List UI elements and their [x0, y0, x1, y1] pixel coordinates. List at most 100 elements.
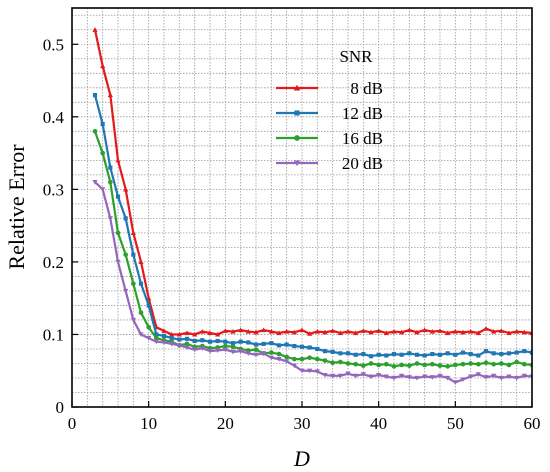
data-point — [184, 341, 190, 347]
data-point — [360, 328, 366, 333]
data-point — [422, 353, 427, 358]
data-point — [291, 329, 297, 335]
data-point — [307, 368, 313, 374]
grid — [72, 8, 532, 407]
data-point — [192, 331, 198, 337]
data-point — [521, 373, 527, 379]
data-point — [207, 349, 213, 354]
axis-ticks: 0 10 20 30 40 50 60 0 0.1 0.2 0.3 0.4 0.5 — [43, 35, 541, 433]
data-point — [253, 352, 259, 358]
data-point — [506, 351, 512, 356]
data-point — [422, 374, 428, 380]
data-point — [330, 360, 336, 366]
data-point — [353, 352, 358, 357]
data-point — [100, 187, 106, 192]
data-point — [314, 369, 320, 375]
x-tick-label: 50 — [447, 414, 464, 433]
data-point — [284, 354, 290, 360]
data-point — [322, 373, 328, 378]
data-point — [138, 259, 144, 264]
data-point — [299, 344, 305, 349]
data-point — [107, 179, 113, 185]
data-point — [161, 340, 167, 346]
y-tick-label: 0 — [56, 398, 65, 417]
data-point — [200, 338, 205, 343]
x-tick-label: 30 — [294, 414, 311, 433]
data-point — [261, 341, 266, 346]
data-point — [337, 330, 343, 336]
data-point — [445, 351, 450, 356]
data-point — [422, 327, 428, 333]
data-point — [330, 328, 336, 333]
data-point — [368, 361, 374, 366]
data-point — [299, 327, 305, 333]
data-point — [222, 343, 228, 349]
data-point — [276, 330, 282, 336]
data-point — [314, 356, 320, 362]
data-point — [498, 375, 504, 381]
data-point — [414, 361, 420, 366]
data-point — [383, 374, 389, 380]
data-point — [184, 336, 190, 341]
data-point — [123, 252, 129, 257]
data-point — [230, 328, 236, 334]
data-point — [399, 362, 405, 368]
data-point — [468, 374, 474, 380]
data-point — [414, 329, 420, 335]
data-point — [138, 310, 144, 316]
data-point — [100, 121, 105, 127]
data-point — [223, 339, 228, 344]
data-point — [391, 364, 397, 369]
data-point — [153, 335, 159, 341]
data-point — [192, 347, 198, 353]
y-tick-label: 0.2 — [43, 253, 64, 272]
data-point — [293, 160, 301, 167]
data-point — [192, 338, 197, 344]
data-point — [177, 337, 182, 342]
data-point — [230, 341, 236, 346]
legend-entry: 20 dB — [276, 154, 383, 173]
data-point — [453, 352, 458, 357]
data-point — [506, 330, 512, 336]
data-point — [498, 361, 504, 366]
legend: SNR 8 dB 12 dB 16 dB 20 dB — [276, 47, 383, 173]
data-point — [430, 351, 435, 357]
data-point — [529, 350, 532, 355]
data-point — [506, 374, 512, 380]
data-point — [207, 339, 213, 344]
data-point — [330, 349, 335, 354]
data-point — [92, 27, 98, 32]
data-point — [345, 351, 351, 356]
y-axis-label: Relative Error — [4, 144, 29, 270]
data-point — [475, 361, 481, 367]
data-point — [376, 362, 382, 368]
data-point — [161, 333, 167, 338]
data-point — [284, 342, 289, 347]
data-point — [376, 373, 382, 378]
data-point — [391, 375, 397, 381]
data-point — [437, 328, 443, 333]
data-point — [269, 341, 274, 346]
x-tick-label: 20 — [217, 414, 234, 433]
data-point — [406, 327, 412, 333]
data-point — [176, 343, 182, 348]
data-point — [284, 328, 290, 334]
data-point — [468, 328, 474, 334]
legend-label: 12 dB — [342, 104, 383, 123]
data-point — [238, 327, 244, 333]
legend-label: 8 dB — [350, 79, 383, 98]
data-point — [376, 328, 382, 333]
series-line — [93, 29, 532, 336]
data-point — [476, 353, 481, 358]
data-point — [414, 375, 420, 381]
data-point — [246, 340, 251, 345]
data-point — [222, 328, 228, 333]
y-tick-label: 0.3 — [43, 180, 64, 199]
data-point — [429, 375, 435, 380]
data-point — [445, 330, 451, 336]
data-point — [391, 328, 397, 334]
legend-title: SNR — [339, 47, 373, 66]
data-point — [184, 345, 190, 351]
data-point — [314, 328, 320, 334]
data-point — [307, 355, 313, 361]
